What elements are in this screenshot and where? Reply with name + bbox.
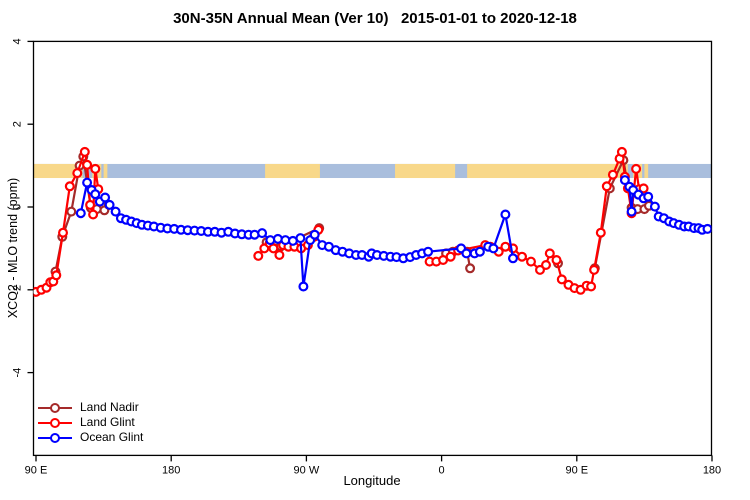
legend-item-land-glint: Land Glint	[38, 415, 143, 430]
data-point-ocean-glint	[461, 248, 472, 259]
data-point-ocean-glint	[649, 201, 660, 212]
data-point-ocean-glint	[500, 209, 511, 220]
data-point-land-glint	[586, 281, 597, 292]
data-point-land-glint	[540, 260, 551, 271]
data-point-land-nadir	[66, 206, 77, 217]
data-point-land-glint	[268, 243, 279, 254]
x-tick-label: 90 E	[25, 464, 48, 476]
data-point-land-glint	[274, 250, 285, 261]
data-point-land-glint	[638, 183, 649, 194]
map-strip-land	[395, 163, 456, 179]
data-point-land-glint	[556, 274, 567, 285]
map-strip-land	[103, 163, 108, 179]
legend-marker-icon	[38, 430, 72, 445]
x-tick-label: 90 W	[294, 464, 320, 476]
data-point-ocean-glint	[75, 208, 86, 219]
data-point-land-glint	[82, 159, 93, 170]
y-tick-label: -2	[12, 285, 24, 295]
x-tick-label: 180	[162, 464, 180, 476]
legend: Land Nadir Land Glint Ocean Glint	[38, 400, 143, 445]
data-point-land-glint	[589, 264, 600, 275]
data-point-land-glint	[57, 227, 68, 238]
data-point-ocean-glint	[257, 228, 268, 239]
data-point-ocean-glint	[626, 206, 637, 217]
data-point-land-glint	[72, 168, 83, 179]
data-point-ocean-glint	[298, 281, 309, 292]
data-point-land-glint	[445, 251, 456, 262]
y-tick-label: 2	[12, 121, 24, 127]
data-point-land-glint	[551, 255, 562, 266]
data-point-land-glint	[85, 199, 96, 210]
data-point-ocean-glint	[100, 192, 111, 203]
map-strip-land	[644, 163, 649, 179]
chart-title: 30N-35N Annual Mean (Ver 10) 2015-01-01 …	[173, 10, 577, 27]
data-point-ocean-glint	[104, 199, 115, 210]
data-point-land-glint	[525, 256, 536, 267]
data-point-ocean-glint	[295, 233, 306, 244]
legend-item-ocean-glint: Ocean Glint	[38, 430, 143, 445]
legend-marker-icon	[38, 415, 72, 430]
data-point-land-glint	[607, 169, 618, 180]
y-tick-label: 4	[12, 38, 24, 44]
series-group	[33, 146, 712, 297]
data-point-land-glint	[88, 209, 99, 220]
data-point-land-glint	[253, 250, 264, 261]
x-tick-label: 90 E	[565, 464, 588, 476]
data-point-ocean-glint	[110, 206, 121, 217]
data-point-ocean-glint	[309, 229, 320, 240]
data-point-ocean-glint	[619, 175, 630, 186]
data-point-land-glint	[595, 227, 606, 238]
y-tick-label: -4	[12, 368, 24, 378]
data-point-land-glint	[616, 146, 627, 157]
data-point-land-glint	[90, 163, 101, 174]
data-point-ocean-glint	[508, 253, 519, 264]
data-point-land-glint	[51, 270, 62, 281]
data-point-ocean-glint	[265, 235, 276, 246]
y-tick-label: 0	[12, 204, 24, 210]
data-point-ocean-glint	[82, 177, 93, 188]
data-point-land-glint	[631, 163, 642, 174]
plot-frame	[32, 40, 713, 457]
data-point-ocean-glint	[474, 246, 485, 257]
data-point-land-glint	[544, 248, 555, 259]
data-point-ocean-glint	[643, 191, 654, 202]
data-point-ocean-glint	[90, 189, 101, 200]
map-strip-land	[33, 163, 83, 179]
legend-item-land-nadir: Land Nadir	[38, 400, 143, 415]
data-point-land-glint	[64, 181, 75, 192]
map-strip-land	[265, 163, 320, 179]
x-axis-title: Longitude	[343, 473, 401, 488]
data-point-ocean-glint	[702, 223, 712, 234]
x-tick-label: 180	[703, 464, 721, 476]
map-strip-land	[467, 163, 628, 179]
axes: 90 E 180 90 W 0 90 E 180 4 2 0 -2 -4	[12, 38, 722, 476]
data-point-land-glint	[534, 264, 545, 275]
data-point-ocean-glint	[423, 246, 434, 257]
legend-marker-icon	[38, 400, 72, 415]
legend-label: Land Nadir	[80, 400, 139, 414]
data-point-ocean-glint	[488, 243, 499, 254]
data-point-land-nadir	[465, 263, 476, 274]
data-point-land-glint	[601, 181, 612, 192]
series-ocean-glint	[75, 175, 712, 292]
legend-label: Ocean Glint	[80, 430, 144, 444]
data-point-land-glint	[79, 146, 90, 157]
data-point-land-glint	[516, 251, 527, 262]
x-tick-label: 0	[439, 464, 445, 476]
legend-label: Land Glint	[80, 415, 135, 429]
